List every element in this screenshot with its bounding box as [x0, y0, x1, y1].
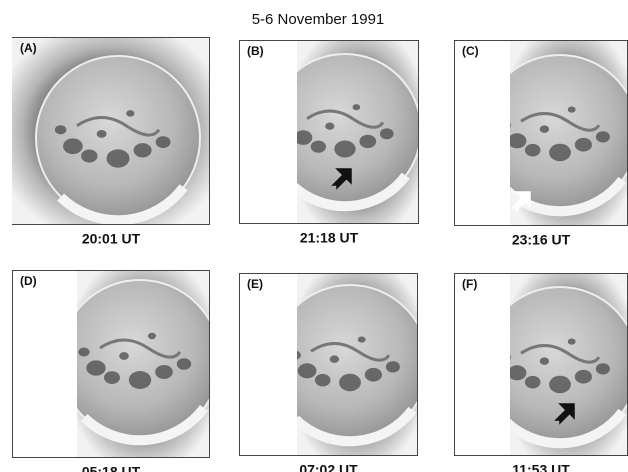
- active-region: [104, 371, 120, 384]
- active-region: [386, 361, 400, 372]
- active-region: [596, 131, 610, 142]
- active-region: [525, 144, 541, 156]
- active-region: [311, 141, 326, 153]
- active-region: [315, 374, 331, 386]
- panel-time: 20:01 UT: [82, 231, 141, 247]
- panel: (E) 07:02 UT: [240, 273, 429, 472]
- panel: (F) 11:53 UT: [455, 273, 628, 472]
- active-region: [129, 371, 151, 389]
- active-region: [334, 140, 355, 157]
- panel-label: (D): [20, 274, 37, 288]
- panel-time: 07:02 UT: [299, 462, 358, 472]
- panel: (A) 20:01 UT: [12, 37, 210, 247]
- active-region: [148, 333, 156, 339]
- figure-title: 5-6 November 1991: [252, 11, 385, 28]
- active-region: [134, 143, 152, 157]
- active-region: [126, 110, 134, 117]
- active-region: [540, 357, 549, 364]
- active-region: [568, 106, 576, 112]
- active-region: [508, 365, 527, 380]
- active-region: [81, 149, 97, 162]
- active-region: [55, 125, 66, 134]
- active-region: [86, 360, 105, 375]
- solar-image: [12, 37, 210, 225]
- panel-label: (C): [462, 44, 479, 58]
- active-region: [330, 355, 339, 362]
- panel-label: (B): [247, 44, 264, 58]
- active-region: [177, 358, 191, 370]
- active-region: [353, 104, 361, 110]
- panel-time: 21:18 UT: [300, 230, 359, 246]
- active-region: [358, 336, 366, 342]
- active-region: [575, 370, 592, 384]
- figure: 5-6 November 1991 (A) 20:01 UT (B) 21:18 UT…: [0, 0, 628, 472]
- active-region: [107, 149, 130, 167]
- active-region: [298, 363, 317, 378]
- panel: (B) 21:18 UT: [240, 40, 422, 246]
- active-region: [155, 365, 173, 379]
- panel-time: 05:18 UT: [82, 464, 141, 472]
- active-region: [365, 368, 382, 382]
- active-region: [568, 338, 576, 344]
- solar-image: [60, 270, 220, 458]
- active-region: [596, 363, 610, 374]
- panel: (D) 05:18 UT: [13, 270, 221, 472]
- active-region: [63, 138, 83, 154]
- panel-label: (F): [462, 277, 477, 291]
- active-region: [540, 125, 549, 132]
- active-region: [380, 128, 394, 139]
- active-region: [339, 374, 361, 391]
- active-region: [508, 133, 527, 148]
- active-region: [359, 135, 376, 148]
- active-region: [97, 130, 107, 138]
- active-region: [156, 136, 171, 148]
- active-region: [119, 352, 129, 360]
- panel-label: (A): [20, 41, 37, 55]
- panel-time: 11:53 UT: [512, 462, 570, 472]
- active-region: [78, 348, 89, 357]
- active-region: [575, 138, 592, 152]
- active-region: [525, 376, 541, 388]
- panel-label: (E): [247, 277, 263, 291]
- active-region: [549, 144, 571, 161]
- panel-time: 23:16 UT: [512, 232, 571, 248]
- active-region: [549, 376, 571, 393]
- panel: (C) 23:16 UT: [455, 40, 628, 248]
- active-region: [325, 123, 334, 130]
